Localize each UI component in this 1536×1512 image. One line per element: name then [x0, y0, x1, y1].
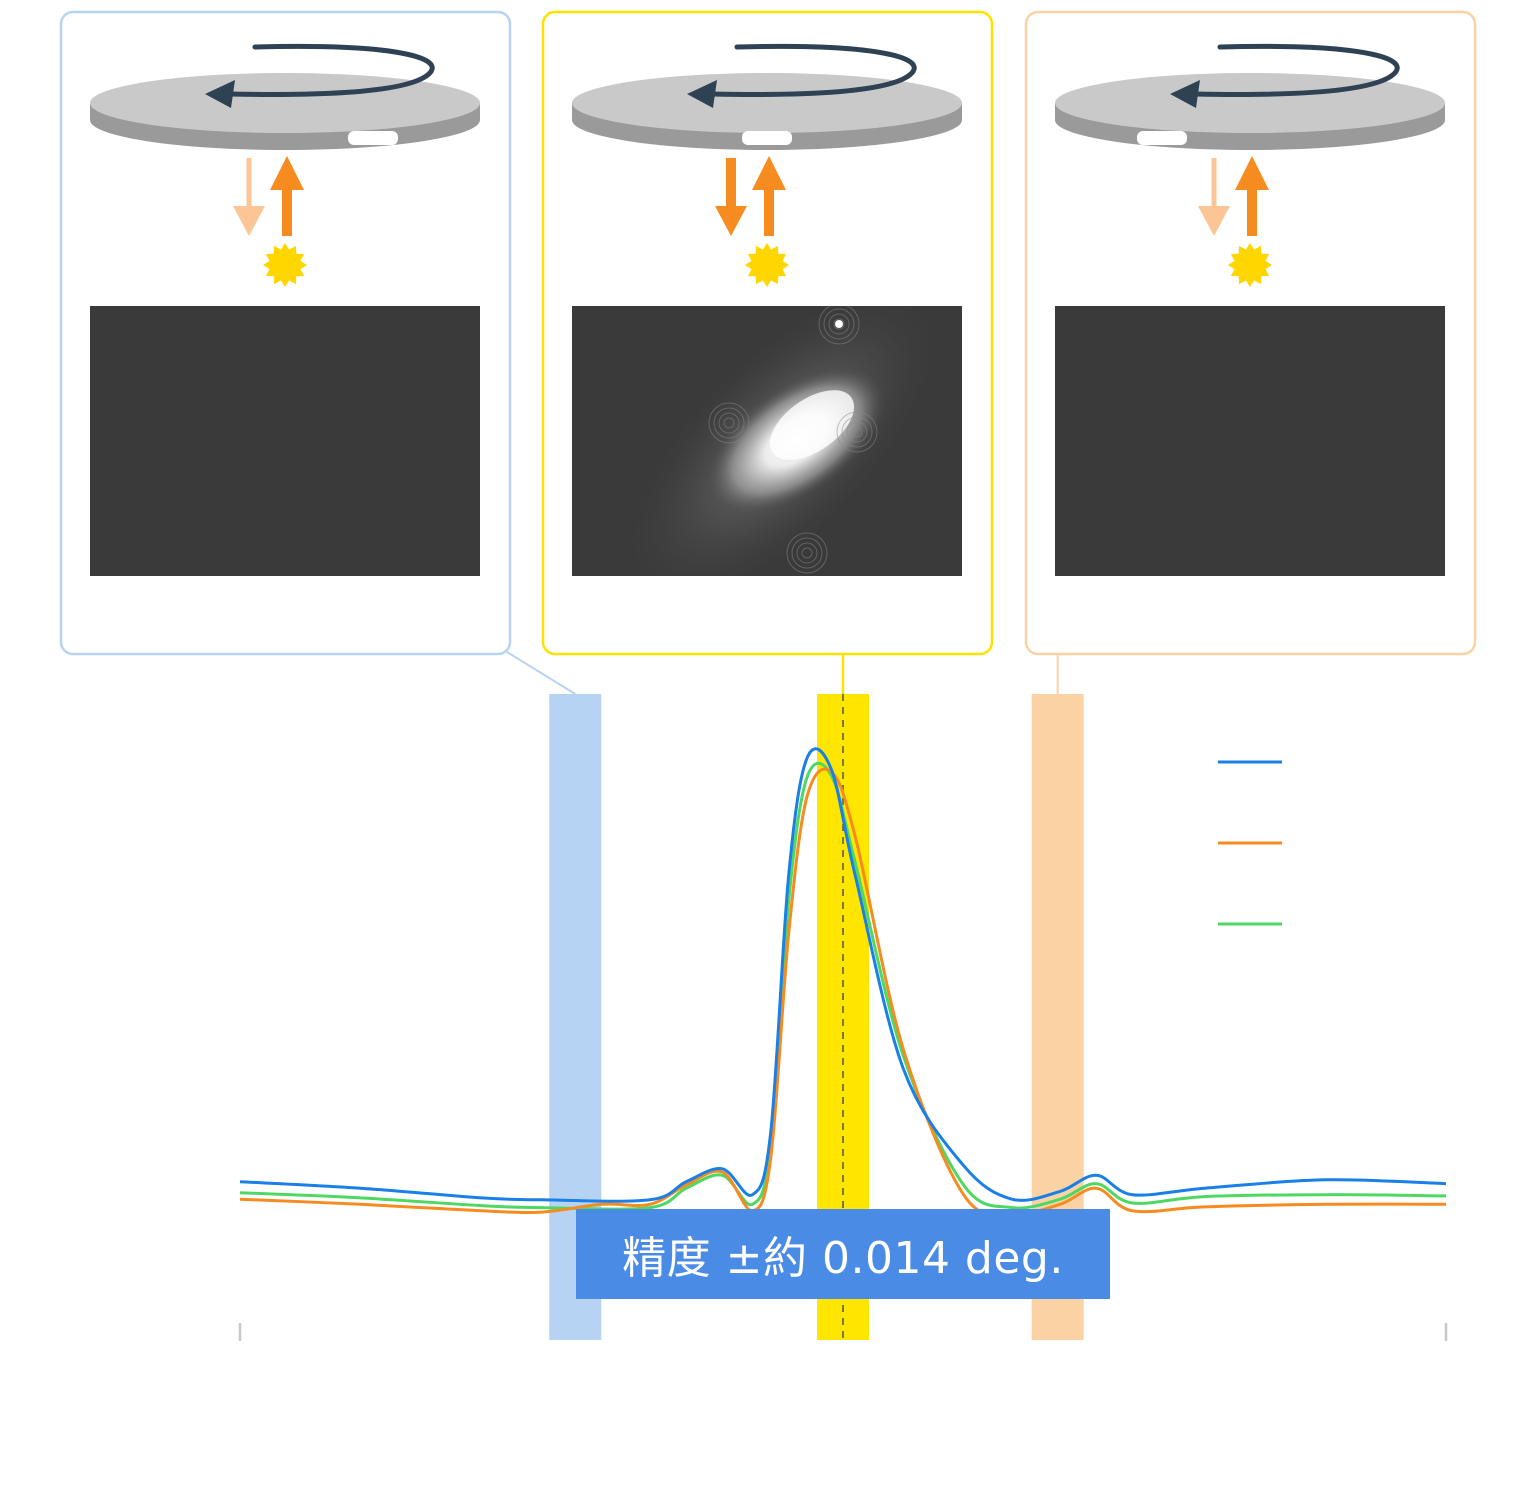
accuracy-badge: 精度 ±約 0.014 deg. [576, 1209, 1110, 1299]
speckle-peak [769, 390, 855, 460]
rotating-disk [1055, 73, 1445, 150]
interference-ring [796, 542, 818, 564]
rotation-arrow-path [709, 43, 917, 97]
interference-ring [833, 318, 845, 330]
camera-frame [90, 306, 480, 576]
camera-frame [1055, 306, 1445, 576]
up-head [1235, 156, 1269, 190]
rotation-arrow-head [1170, 80, 1200, 108]
down-shaft [726, 158, 736, 208]
light-source-icon [745, 243, 789, 287]
rotation-arrow-icon [205, 43, 435, 108]
laser-down-arrow-icon [715, 158, 747, 236]
panel-aligned [541, 10, 994, 656]
laser-up-arrow-icon [1235, 156, 1269, 236]
panel-after [1024, 10, 1477, 656]
series-line-1 [239, 747, 1447, 1203]
light-source-icon [1228, 243, 1272, 287]
interference-ring [841, 416, 873, 448]
rotating-disk [90, 73, 480, 150]
connector-before [506, 651, 576, 695]
rotation-arrow-path [227, 43, 435, 97]
down-head [715, 206, 747, 236]
interference-ring [791, 537, 823, 569]
chart-legend [1218, 760, 1282, 926]
rotation-arrow-icon [1170, 43, 1400, 108]
reflector-slot [1137, 131, 1187, 145]
laser-down-arrow-icon [233, 158, 265, 236]
camera-image-dark [90, 306, 480, 576]
down-head [1198, 206, 1230, 236]
interference-ring [786, 532, 828, 574]
series-line-3 [239, 761, 1447, 1211]
laser-down-arrow-icon [1198, 158, 1230, 236]
interference-ring [723, 417, 735, 429]
series-line-2 [239, 767, 1447, 1216]
up-shaft [764, 186, 774, 236]
up-shaft [1247, 186, 1257, 236]
camera-image-dark [1055, 306, 1445, 576]
down-shaft [246, 158, 252, 208]
rotation-arrow-path [1192, 43, 1400, 97]
down-shaft [1211, 158, 1217, 208]
disk-top [1055, 73, 1445, 133]
accuracy-label: 精度 ±約 0.014 deg. [622, 1233, 1064, 1284]
interference-ring [718, 412, 740, 434]
chart-series [239, 747, 1447, 1216]
interference-ring [801, 547, 813, 559]
up-shaft [282, 186, 292, 236]
up-head [752, 156, 786, 190]
interference-ring [836, 411, 878, 453]
chart-axis [238, 1323, 1448, 1341]
rotation-arrow-icon [687, 43, 917, 108]
camera-image-bright-speckle [572, 306, 962, 576]
interference-ring [828, 313, 850, 335]
interference-ring [708, 402, 750, 444]
interference-ring [713, 407, 745, 439]
laser-up-arrow-icon [270, 156, 304, 236]
reflector-slot [742, 131, 792, 145]
interference-ring [818, 306, 860, 345]
interference-ring [823, 308, 855, 340]
disk-top [572, 73, 962, 133]
bright-spot [835, 320, 843, 328]
rotating-disk [572, 73, 962, 150]
panel-before [59, 10, 512, 656]
light-source-icon [263, 243, 307, 287]
disk-top [90, 73, 480, 133]
laser-up-arrow-icon [752, 156, 786, 236]
interference-ring [846, 421, 868, 443]
panels-layer [59, 10, 1477, 656]
interference-ring [851, 426, 863, 438]
reflector-slot [348, 131, 398, 145]
down-head [233, 206, 265, 236]
rotation-arrow-head [687, 80, 717, 108]
up-head [270, 156, 304, 190]
panel-connectors [506, 651, 1059, 695]
rotation-arrow-head [205, 80, 235, 108]
speckle-pattern [619, 306, 945, 576]
